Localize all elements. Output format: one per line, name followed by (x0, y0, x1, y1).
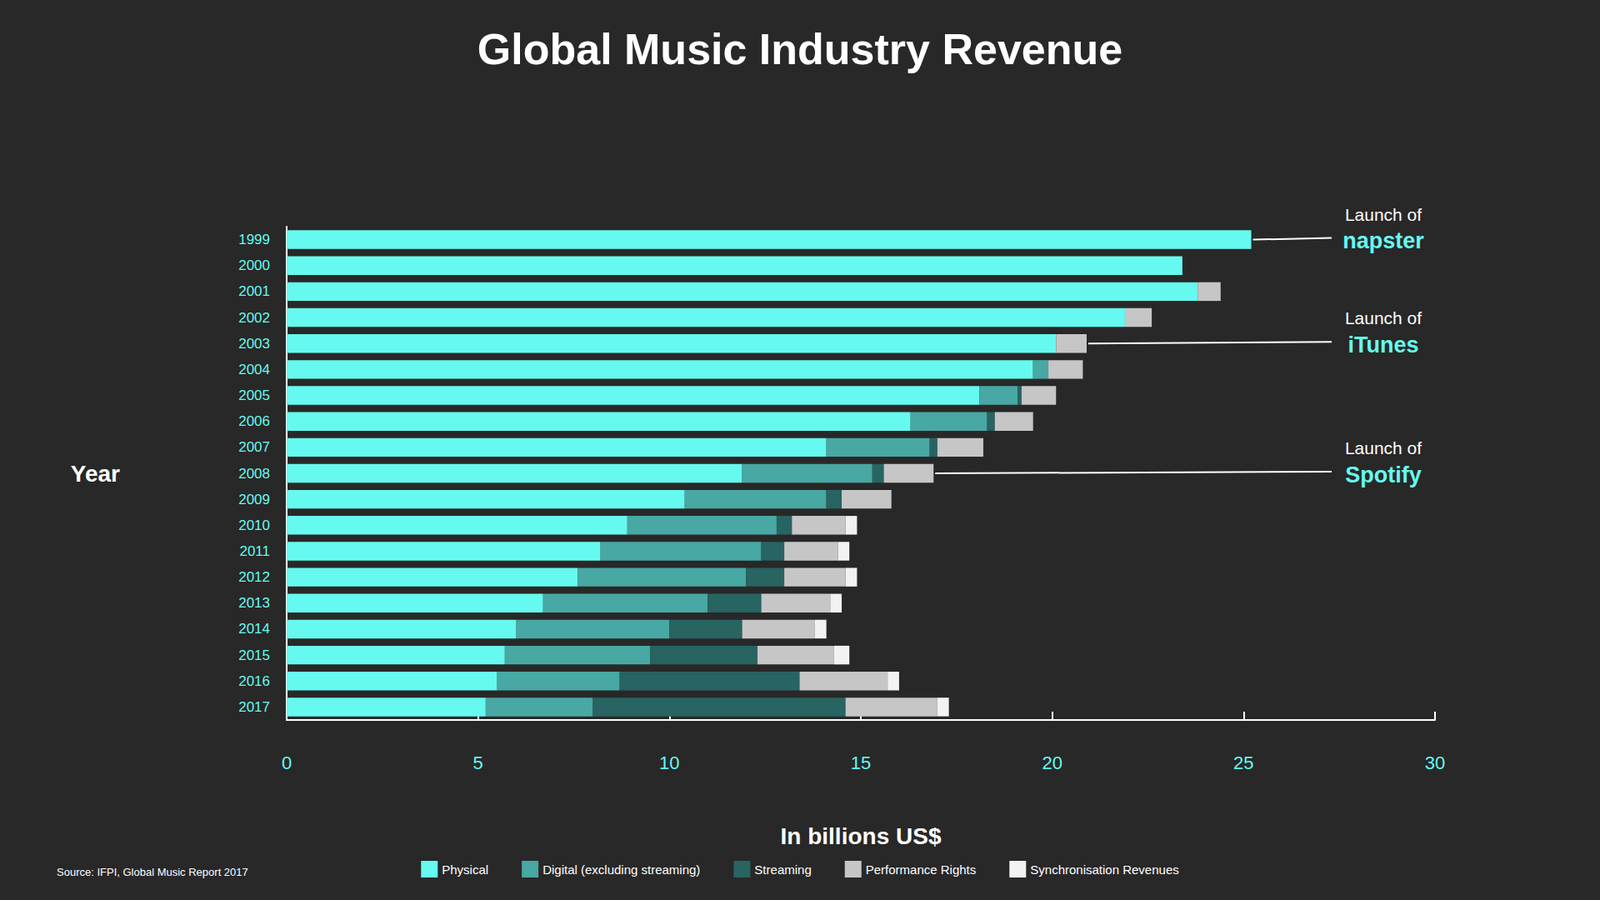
svg-text:Launch of: Launch of (1345, 438, 1422, 458)
svg-text:10: 10 (659, 752, 680, 774)
svg-text:5: 5 (473, 752, 484, 774)
svg-text:2007: 2007 (238, 439, 270, 455)
svg-text:2015: 2015 (238, 647, 270, 664)
svg-text:In billions US$: In billions US$ (780, 823, 942, 850)
svg-text:1999: 1999 (238, 231, 270, 248)
svg-text:2005: 2005 (238, 387, 270, 404)
svg-text:Launch of: Launch of (1345, 308, 1422, 328)
svg-text:30: 30 (1425, 752, 1445, 774)
svg-text:2011: 2011 (239, 543, 270, 560)
svg-text:Source: IFPI, Global Music Rep: Source: IFPI, Global Music Report 2017 (56, 865, 249, 879)
svg-text:2001: 2001 (238, 283, 270, 300)
svg-text:2013: 2013 (238, 595, 270, 611)
svg-text:20: 20 (1041, 752, 1062, 774)
svg-text:Global Music Industry Revenue: Global Music Industry Revenue (477, 25, 1123, 74)
svg-text:iTunes: iTunes (1347, 332, 1419, 358)
svg-text:15: 15 (850, 752, 871, 774)
svg-text:2003: 2003 (238, 335, 270, 352)
svg-text:napster: napster (1342, 228, 1425, 254)
svg-text:2016: 2016 (238, 673, 270, 690)
svg-text:Launch of: Launch of (1345, 205, 1422, 225)
svg-text:2010: 2010 (238, 517, 270, 534)
svg-text:Digital (excluding streaming): Digital (excluding streaming) (542, 862, 700, 877)
svg-text:Synchronisation Revenues: Synchronisation Revenues (1030, 862, 1179, 877)
svg-text:2014: 2014 (238, 620, 270, 637)
svg-text:Spotify: Spotify (1345, 462, 1422, 488)
svg-text:0: 0 (281, 752, 292, 774)
svg-text:Physical: Physical (441, 862, 489, 877)
svg-text:2000: 2000 (238, 257, 270, 274)
svg-text:2008: 2008 (238, 465, 270, 482)
svg-text:2006: 2006 (238, 413, 270, 430)
svg-text:2012: 2012 (238, 569, 270, 585)
svg-text:2002: 2002 (238, 310, 270, 326)
svg-text:Performance Rights: Performance Rights (865, 862, 977, 877)
svg-text:2017: 2017 (238, 699, 270, 715)
svg-text:2004: 2004 (238, 361, 270, 378)
svg-text:Streaming: Streaming (754, 862, 811, 877)
svg-text:25: 25 (1233, 752, 1254, 774)
svg-text:2009: 2009 (238, 491, 270, 508)
svg-text:Year: Year (70, 460, 120, 487)
